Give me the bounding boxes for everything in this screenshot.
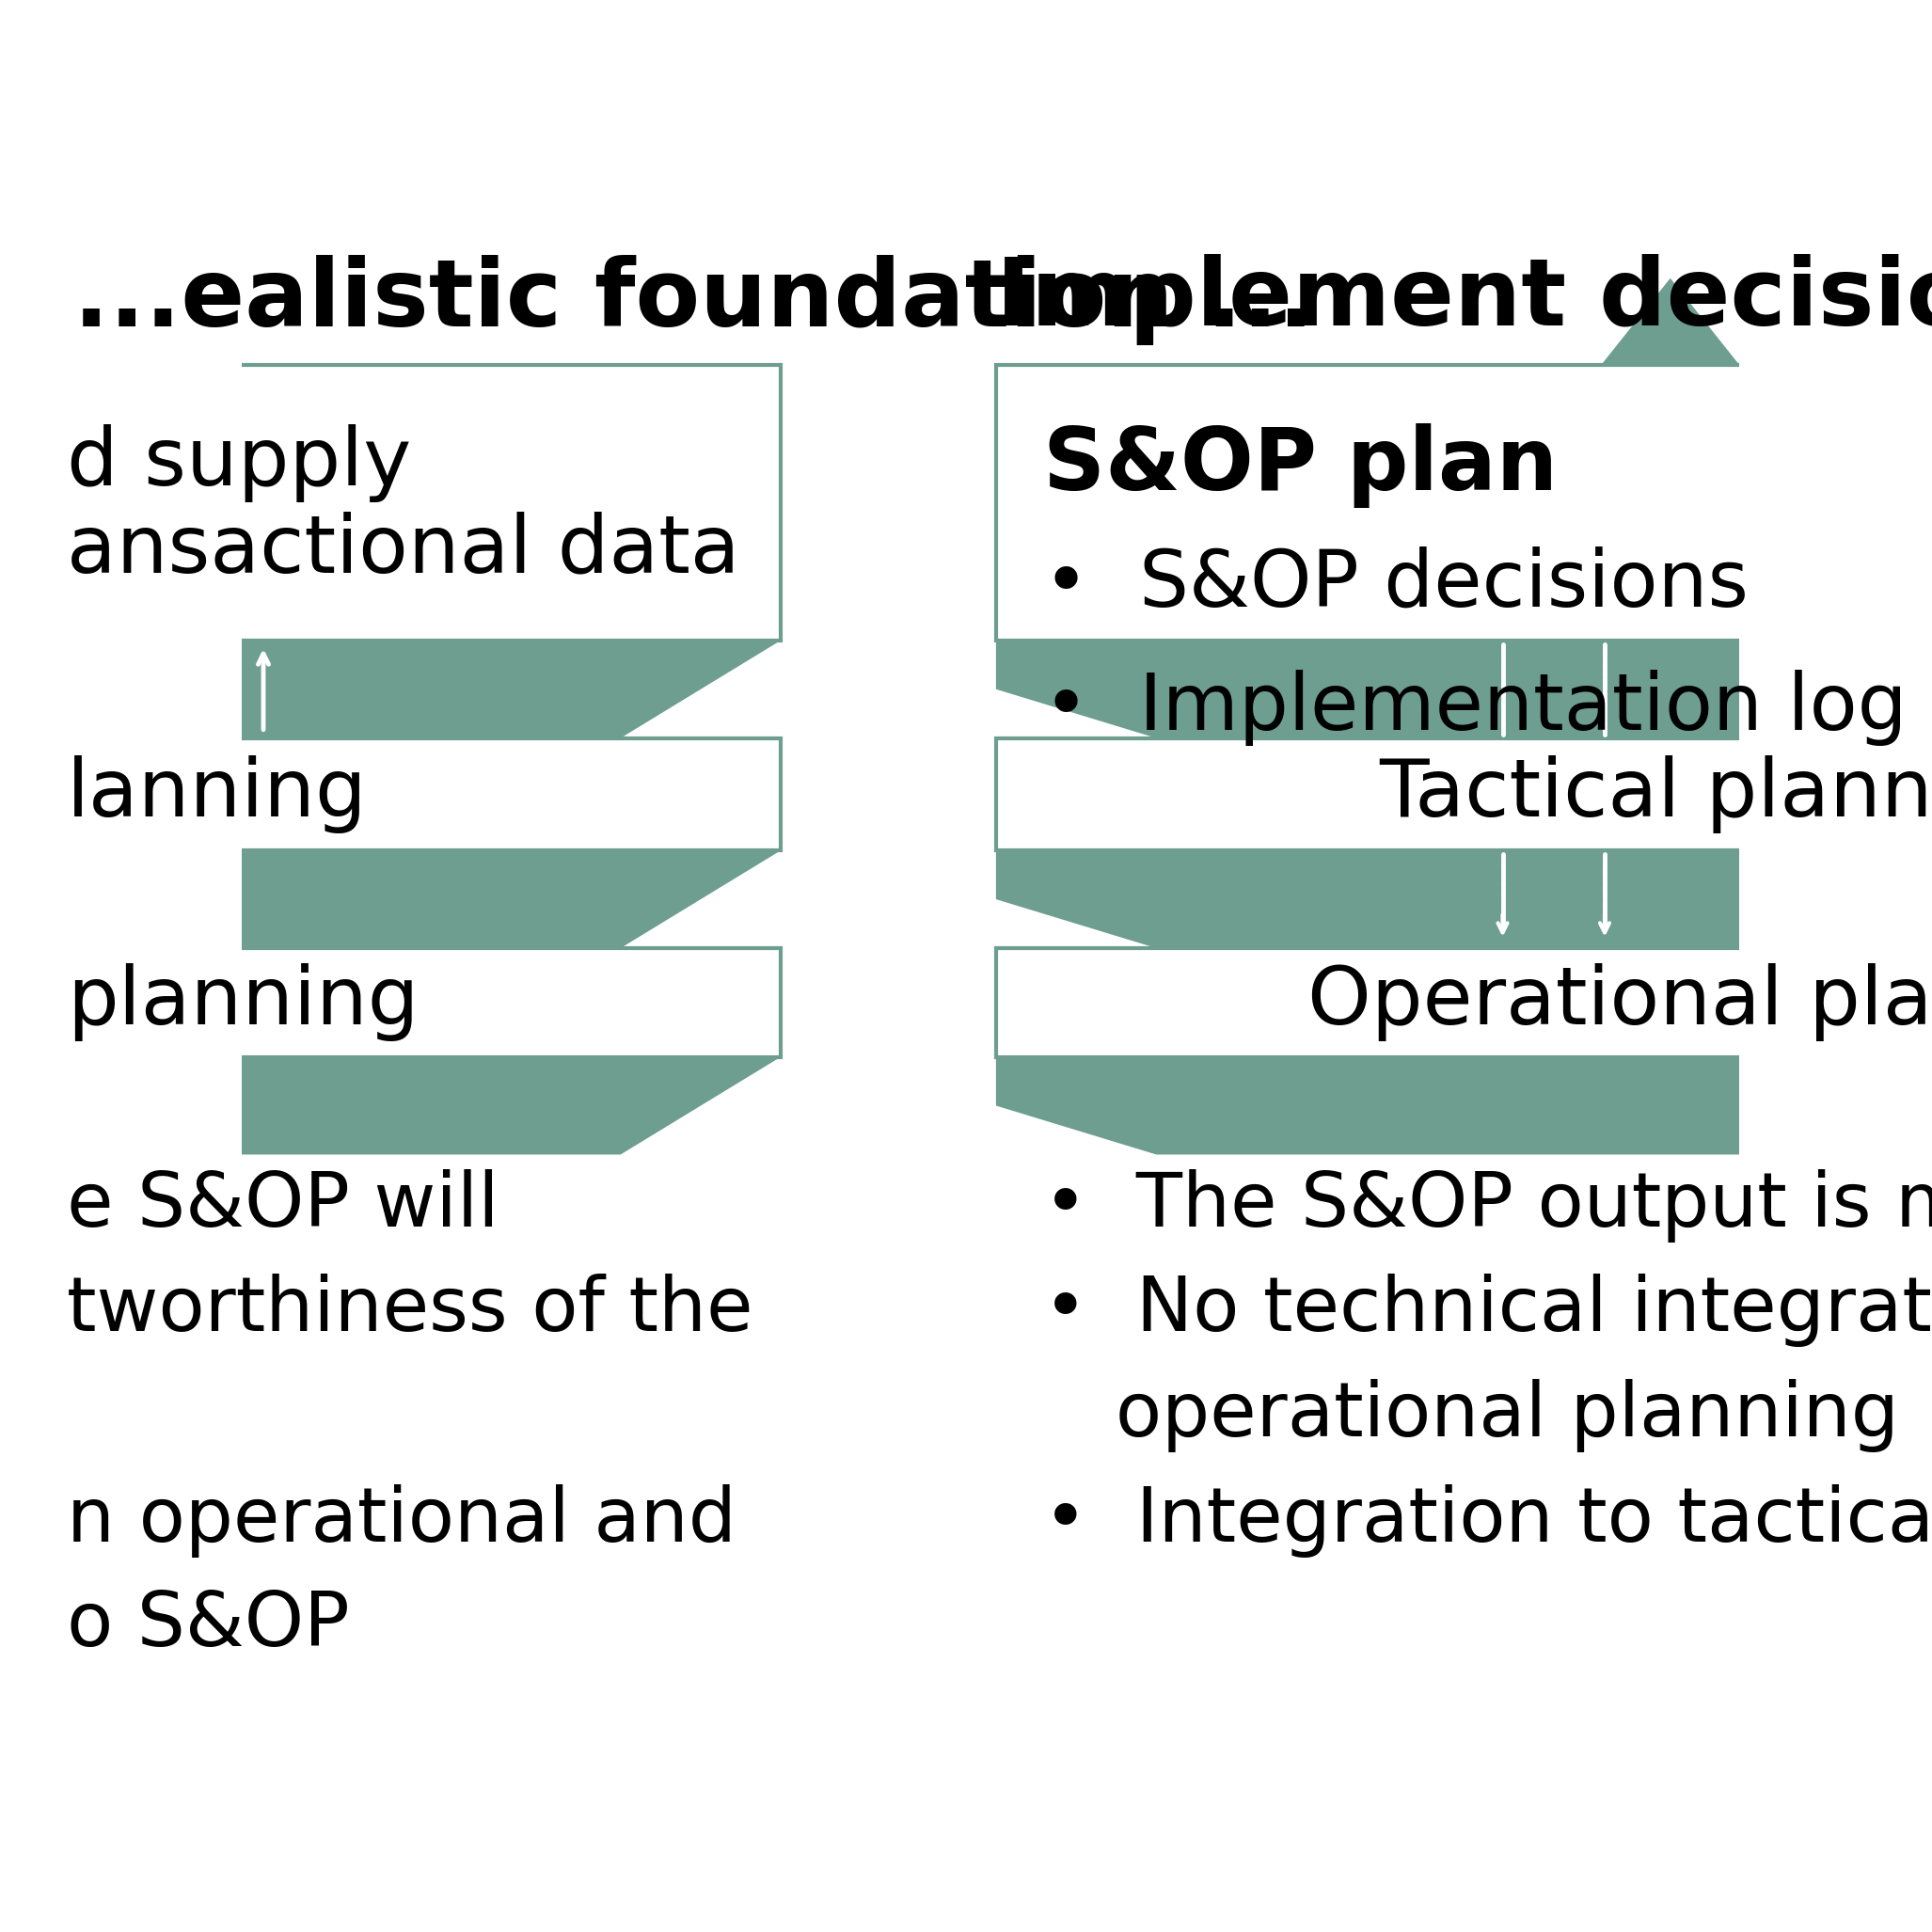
Polygon shape (1602, 278, 1739, 365)
Text: lanning: lanning (66, 755, 367, 833)
Text: •  S&OP decisions: • S&OP decisions (1043, 547, 1748, 622)
Polygon shape (0, 850, 781, 949)
Bar (997, 365, 1932, 639)
Text: ...ealistic foundation ...: ...ealistic foundation ... (73, 255, 1314, 346)
Polygon shape (997, 850, 1932, 949)
Bar (0, 949, 781, 1057)
Text: •  The S&OP output is mostly m
•  No technical integration need
   operational p: • The S&OP output is mostly m • No techn… (1043, 1169, 1932, 1557)
Text: e S&OP will
tworthiness of the

n operational and
o S&OP: e S&OP will tworthiness of the n operati… (66, 1169, 753, 1662)
Bar (0, 365, 781, 639)
Text: Tactical plann: Tactical plann (1379, 755, 1932, 833)
Bar (0, 738, 781, 850)
Text: Operational pla: Operational pla (1308, 964, 1932, 1041)
Polygon shape (997, 1057, 1932, 1155)
Polygon shape (0, 1057, 781, 1155)
Polygon shape (0, 639, 781, 738)
Bar (997, 949, 1932, 1057)
Text: S&OP plan: S&OP plan (1043, 423, 1557, 508)
Bar (997, 738, 1932, 850)
Text: d supply: d supply (66, 423, 412, 502)
Text: planning: planning (66, 964, 419, 1041)
Text: •  Implementation log: • Implementation log (1043, 668, 1907, 746)
Text: Implement decisions manually ...: Implement decisions manually ... (997, 253, 1932, 346)
Text: ansactional data: ansactional data (66, 510, 740, 589)
Polygon shape (997, 639, 1932, 738)
